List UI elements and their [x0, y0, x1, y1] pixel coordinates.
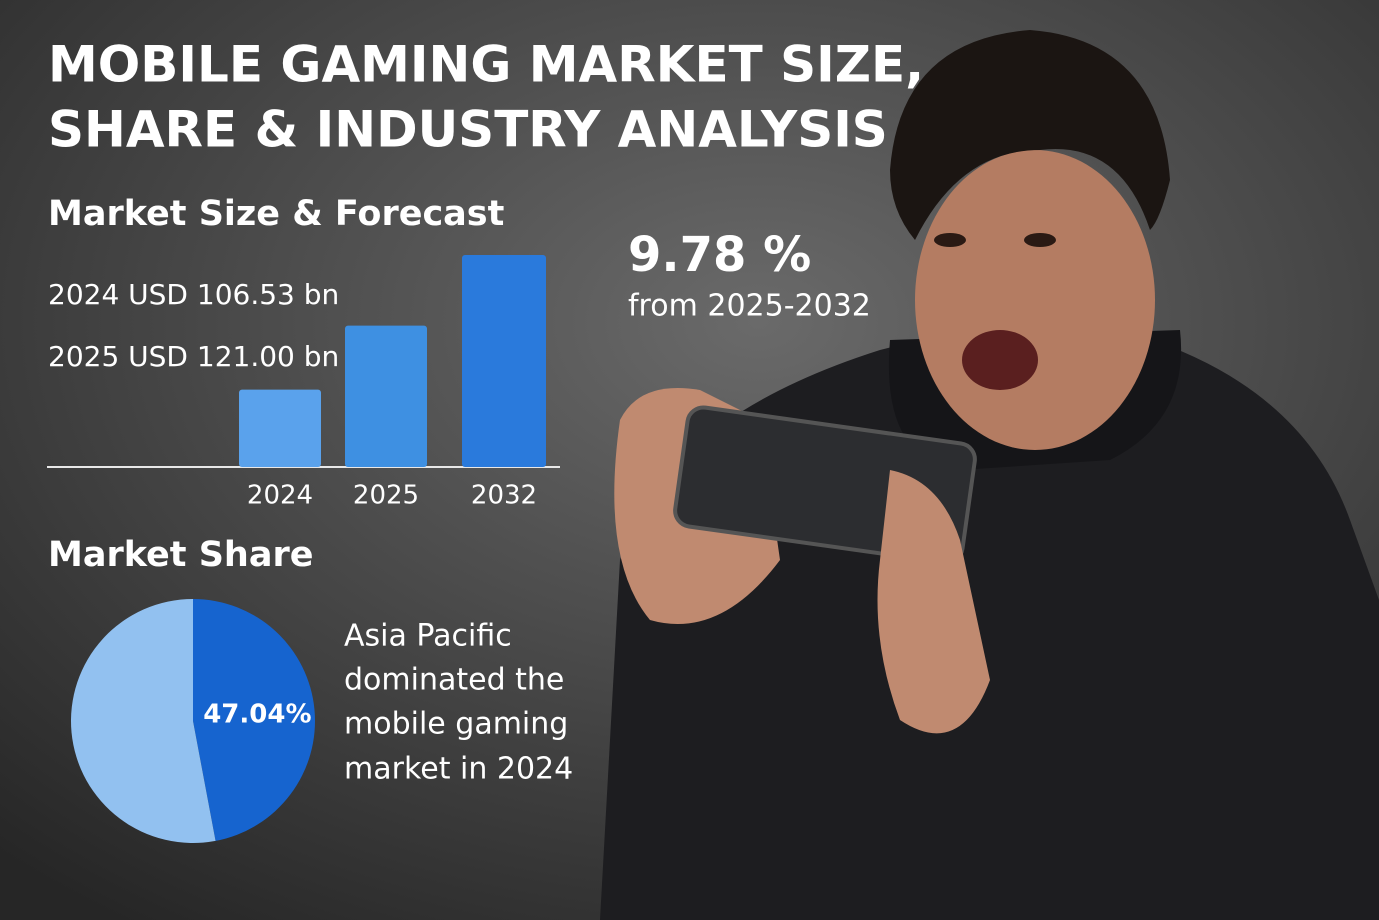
face [915, 150, 1155, 450]
title-line: MOBILE GAMING MARKET SIZE, [48, 36, 924, 94]
bar [239, 389, 321, 467]
section-title: Market Share [48, 535, 313, 575]
eye [934, 233, 966, 247]
x-tick-label: 2024 [247, 481, 313, 511]
share-note: dominated the [344, 663, 564, 698]
x-tick-label: 2032 [471, 481, 537, 511]
cagr-value: 9.78 % [628, 227, 811, 283]
title-line: SHARE & INDUSTRY ANALYSIS [48, 101, 888, 159]
value-label: 2024 USD 106.53 bn [48, 278, 339, 311]
pie-slice [193, 599, 315, 841]
x-tick-label: 2025 [353, 481, 419, 511]
eye [1024, 233, 1056, 247]
mouth [962, 330, 1038, 390]
value-label: 2025 USD 121.00 bn [48, 340, 339, 373]
right-hand [877, 470, 990, 734]
hair [890, 30, 1170, 240]
cagr-caption: from 2025-2032 [628, 289, 871, 324]
bar [345, 325, 427, 467]
share-note: market in 2024 [344, 752, 573, 787]
bar [462, 255, 546, 467]
section-title: Market Size & Forecast [48, 194, 504, 234]
share-note: Asia Pacific [344, 619, 512, 654]
person-photo [600, 30, 1379, 920]
pie-slice [70, 599, 216, 843]
slice-label: 47.04% [203, 699, 311, 729]
share-note: mobile gaming [344, 707, 568, 742]
